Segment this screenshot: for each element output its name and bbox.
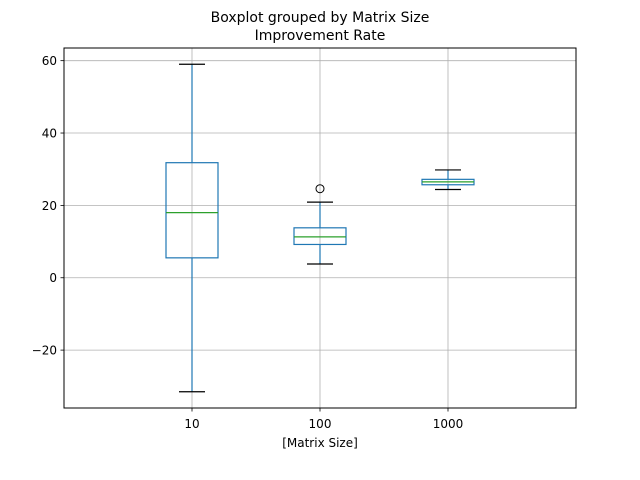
outlier-point [315, 184, 325, 194]
iqr-box [165, 162, 219, 259]
plot-area-frame [63, 47, 577, 409]
y-tick-label: 60 [42, 54, 57, 68]
x-tick-label: 1000 [433, 417, 464, 431]
x-tick-label: 10 [184, 417, 199, 431]
y-tick-label: 20 [42, 199, 57, 213]
chart-subtitle: Improvement Rate [255, 28, 386, 44]
y-tick-label: −20 [32, 344, 57, 358]
x-tick-label: 100 [309, 417, 332, 431]
axis-ticks: −20 0 20 40 60 10 100 1000 [32, 54, 464, 431]
y-tick-label: 0 [49, 271, 57, 285]
boxes [165, 63, 475, 393]
chart-title: Boxplot grouped by Matrix Size [211, 10, 430, 26]
y-tick-label: 40 [42, 127, 57, 141]
iqr-box [293, 227, 347, 246]
box-group-100 [293, 184, 347, 265]
x-axis-label: [Matrix Size] [282, 436, 358, 450]
box-group-1000 [421, 169, 475, 191]
box-group-10 [165, 63, 219, 393]
